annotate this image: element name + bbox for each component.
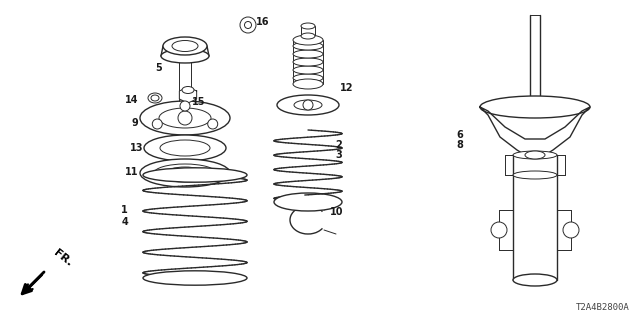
Text: FR.: FR. (52, 247, 74, 268)
Ellipse shape (513, 151, 557, 159)
Ellipse shape (293, 58, 323, 66)
Text: 8: 8 (456, 140, 463, 150)
Polygon shape (179, 87, 196, 103)
Ellipse shape (148, 93, 162, 103)
Ellipse shape (143, 271, 247, 285)
Ellipse shape (161, 49, 209, 63)
Polygon shape (480, 107, 590, 155)
Ellipse shape (159, 108, 211, 128)
Ellipse shape (293, 79, 323, 89)
Ellipse shape (294, 100, 322, 110)
Text: 10: 10 (330, 207, 344, 217)
Ellipse shape (293, 42, 323, 50)
Ellipse shape (160, 140, 210, 156)
Text: 12: 12 (340, 83, 353, 93)
Ellipse shape (172, 41, 198, 52)
Text: 1: 1 (121, 205, 128, 215)
Circle shape (152, 119, 163, 129)
Circle shape (244, 21, 252, 28)
Text: 16: 16 (256, 17, 269, 27)
Text: 15: 15 (192, 97, 205, 107)
Circle shape (303, 100, 313, 110)
Ellipse shape (277, 95, 339, 115)
Text: 4: 4 (121, 217, 128, 227)
Text: 5: 5 (156, 63, 162, 73)
Text: 3: 3 (335, 150, 342, 160)
Text: 6: 6 (456, 130, 463, 140)
Ellipse shape (293, 66, 323, 74)
Ellipse shape (163, 37, 207, 55)
Ellipse shape (301, 23, 315, 29)
Ellipse shape (143, 168, 247, 182)
Circle shape (180, 101, 190, 111)
Circle shape (208, 119, 218, 129)
Ellipse shape (154, 164, 216, 182)
Ellipse shape (140, 159, 230, 187)
Text: 9: 9 (131, 118, 138, 128)
Ellipse shape (293, 50, 323, 58)
Text: 11: 11 (125, 167, 138, 177)
Text: 14: 14 (125, 95, 138, 105)
Ellipse shape (274, 193, 342, 211)
Text: 13: 13 (129, 143, 143, 153)
Circle shape (240, 17, 256, 33)
Ellipse shape (513, 274, 557, 286)
Ellipse shape (166, 167, 204, 179)
Text: 2: 2 (335, 140, 342, 150)
Ellipse shape (140, 101, 230, 135)
Ellipse shape (301, 33, 315, 39)
Ellipse shape (525, 151, 545, 159)
Circle shape (563, 222, 579, 238)
Ellipse shape (480, 96, 590, 118)
Ellipse shape (513, 171, 557, 179)
Ellipse shape (293, 74, 323, 82)
Text: T2A4B2800A: T2A4B2800A (576, 303, 630, 312)
Ellipse shape (151, 95, 159, 101)
Ellipse shape (293, 35, 323, 45)
Circle shape (491, 222, 507, 238)
Ellipse shape (144, 135, 226, 161)
Ellipse shape (182, 86, 194, 93)
Circle shape (178, 111, 192, 125)
